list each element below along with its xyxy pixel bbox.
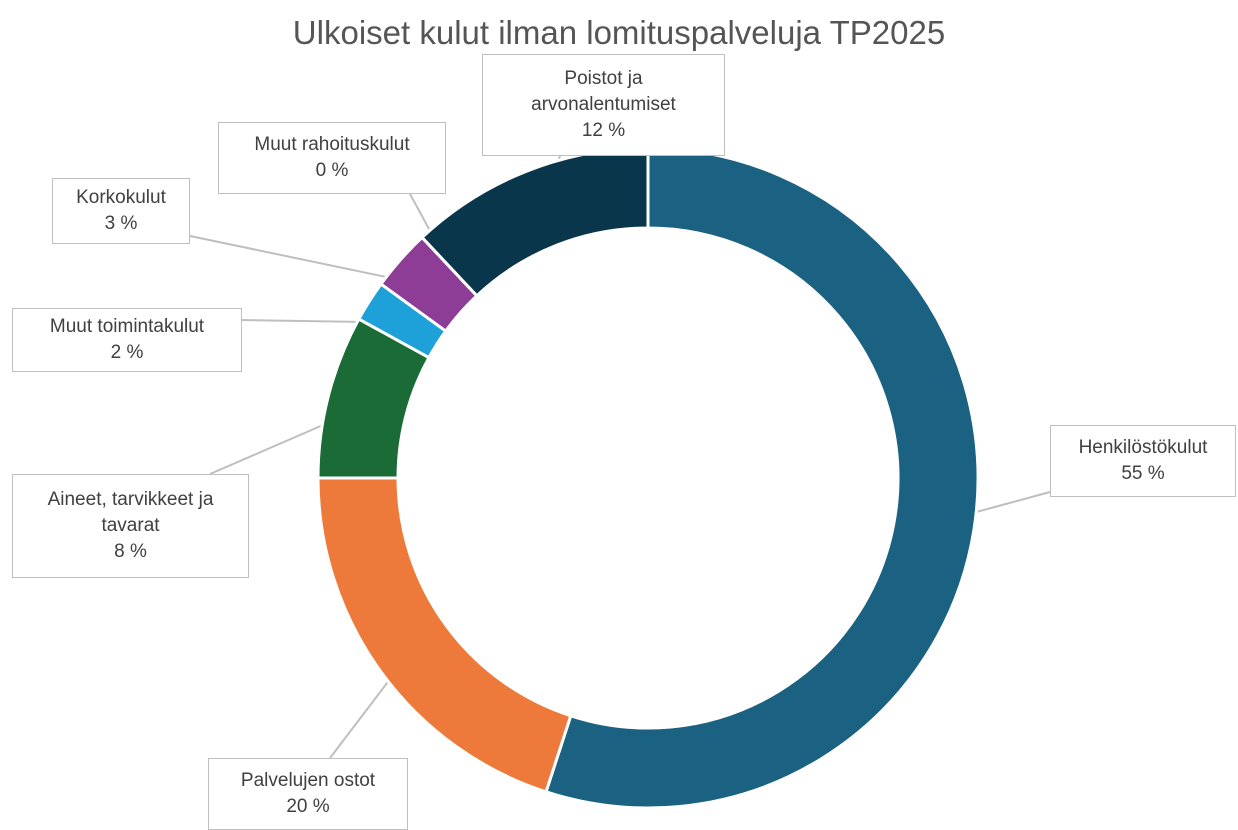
data-label: Henkilöstökulut 55 % (1050, 425, 1236, 497)
label-category: Henkilöstökulut (1078, 437, 1208, 458)
label-category: Poistot ja arvonalentumiset (531, 68, 676, 115)
data-label: Muut toimintakulut 2 % (12, 308, 242, 372)
label-value: 20 % (286, 796, 330, 817)
data-label: Muut rahoituskulut 0 % (218, 122, 446, 194)
label-value: 2 % (110, 342, 144, 363)
data-label: Palvelujen ostot 20 % (208, 758, 408, 830)
label-category: Korkokulut (76, 187, 166, 208)
label-category: Aineet, tarvikkeet ja tavarat (47, 489, 214, 536)
data-label: Aineet, tarvikkeet ja tavarat 8 % (12, 474, 249, 578)
label-value: 12 % (581, 120, 626, 141)
data-label: Poistot ja arvonalentumiset 12 % (482, 54, 725, 156)
label-value: 55 % (1121, 463, 1165, 484)
chart-title: Ulkoiset kulut ilman lomituspalveluja TP… (292, 14, 946, 51)
label-value: 0 % (315, 160, 349, 181)
label-category: Palvelujen ostot (240, 770, 376, 791)
label-value: 8 % (114, 541, 147, 562)
label-category: Muut rahoituskulut (254, 134, 410, 155)
label-value: 3 % (104, 213, 138, 234)
donut-segment (316, 476, 573, 794)
donut-segment (544, 146, 980, 810)
data-label: Korkokulut 3 % (52, 178, 190, 244)
label-category: Muut toimintakulut (49, 316, 205, 337)
donut-segment (419, 146, 650, 298)
